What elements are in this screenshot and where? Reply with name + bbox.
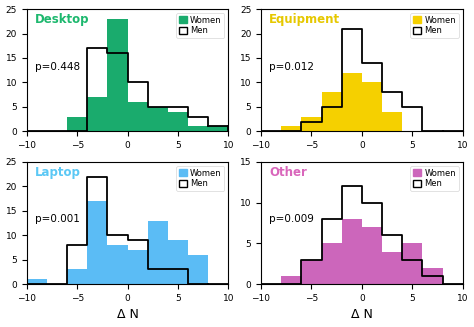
Bar	[87, 97, 108, 131]
Text: p=0.448: p=0.448	[35, 61, 80, 72]
Bar	[128, 102, 148, 131]
Bar	[108, 245, 128, 284]
Bar	[382, 251, 402, 284]
Bar	[168, 112, 188, 131]
Bar	[188, 255, 208, 284]
Legend: Women, Men: Women, Men	[410, 166, 458, 191]
Text: Equipment: Equipment	[269, 13, 340, 26]
X-axis label: Δ N: Δ N	[351, 308, 373, 321]
Bar	[382, 112, 402, 131]
Bar	[402, 243, 422, 284]
Text: p=0.001: p=0.001	[35, 215, 80, 224]
Bar	[108, 19, 128, 131]
Bar	[321, 92, 342, 131]
Bar	[67, 269, 87, 284]
Bar	[87, 201, 108, 284]
Bar	[281, 276, 301, 284]
Bar	[342, 219, 362, 284]
Text: Other: Other	[269, 165, 307, 179]
Bar	[27, 279, 47, 284]
Bar	[362, 227, 382, 284]
Bar	[342, 73, 362, 131]
Legend: Women, Men: Women, Men	[176, 13, 224, 38]
Bar	[281, 127, 301, 131]
Bar	[148, 221, 168, 284]
Bar	[148, 107, 168, 131]
Text: Laptop: Laptop	[35, 165, 81, 179]
Bar	[208, 127, 228, 131]
Legend: Women, Men: Women, Men	[410, 13, 458, 38]
Bar	[362, 82, 382, 131]
Text: Desktop: Desktop	[35, 13, 89, 26]
Bar	[168, 240, 188, 284]
Bar	[67, 117, 87, 131]
Legend: Women, Men: Women, Men	[176, 166, 224, 191]
Bar	[128, 250, 148, 284]
Bar	[422, 268, 443, 284]
Bar	[301, 260, 321, 284]
Bar	[188, 127, 208, 131]
X-axis label: Δ N: Δ N	[117, 308, 138, 321]
Text: p=0.009: p=0.009	[269, 215, 314, 224]
Bar	[301, 117, 321, 131]
Bar	[321, 243, 342, 284]
Text: p=0.012: p=0.012	[269, 61, 314, 72]
